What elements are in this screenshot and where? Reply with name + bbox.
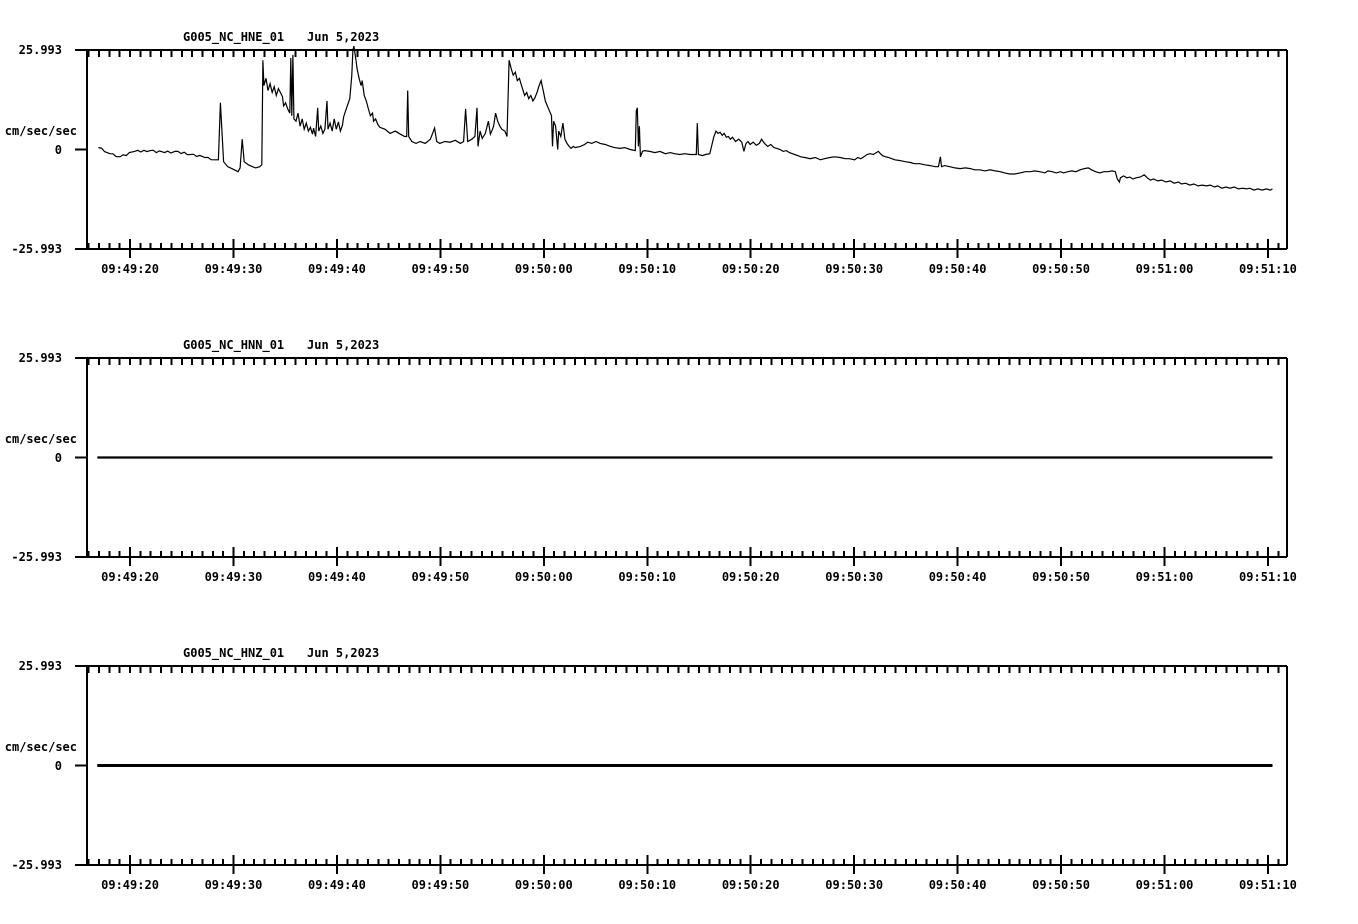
x-tick-label: 09:50:10: [618, 262, 677, 276]
x-tick-label: 09:50:20: [721, 570, 780, 584]
x-tick-label: 09:49:30: [204, 570, 263, 584]
x-tick-label: 09:51:00: [1135, 262, 1194, 276]
x-tick-label: 09:50:00: [514, 570, 573, 584]
y-axis-unit-label: cm/sec/sec: [4, 124, 77, 138]
x-tick-label: 09:50:30: [825, 570, 884, 584]
x-tick-label: 09:50:00: [514, 262, 573, 276]
y-axis-zero-label: 0: [54, 759, 62, 773]
waveform-plot-hne: [75, 45, 1288, 258]
x-tick-label: 09:50:50: [1032, 878, 1090, 892]
x-tick-label: 09:50:30: [825, 878, 884, 892]
y-axis-min-label: -25.993: [11, 858, 62, 872]
panel-title-station: G005_NC_HNZ_01: [183, 646, 285, 660]
y-axis-min-label: -25.993: [11, 242, 62, 256]
waveform-plot-hnz: [75, 665, 1288, 874]
x-tick-label: 09:49:20: [101, 570, 159, 584]
x-tick-label: 09:49:20: [101, 262, 159, 276]
x-tick-label: 09:49:50: [411, 570, 470, 584]
x-tick-label: 09:50:10: [618, 878, 677, 892]
y-axis-zero-label: 0: [54, 451, 62, 465]
y-axis-max-label: 25.993: [18, 351, 62, 365]
waveform-plot-hnn: [75, 357, 1288, 566]
y-axis-unit-label: cm/sec/sec: [4, 432, 77, 446]
y-axis-unit-label: cm/sec/sec: [4, 740, 77, 754]
x-tick-label: 09:51:00: [1135, 878, 1194, 892]
x-tick-label: 09:51:00: [1135, 570, 1194, 584]
x-tick-label: 09:49:40: [308, 878, 366, 892]
y-axis-min-label: -25.993: [11, 550, 62, 564]
y-axis-max-label: 25.993: [18, 43, 62, 57]
x-tick-label: 09:49:40: [308, 262, 366, 276]
x-tick-label: 09:51:10: [1239, 878, 1297, 892]
x-tick-label: 09:50:10: [618, 570, 677, 584]
panel-hnz: G005_NC_HNZ_01 Jun 5,2023 25.993 cm/sec/…: [0, 616, 1358, 924]
x-tick-label: 09:49:20: [101, 878, 159, 892]
panel-title-date: Jun 5,2023: [307, 338, 380, 352]
x-tick-label: 09:50:50: [1032, 262, 1090, 276]
x-tick-label: 09:49:30: [204, 262, 263, 276]
x-tick-label: 09:50:20: [721, 262, 780, 276]
x-tick-label: 09:50:40: [928, 878, 987, 892]
x-tick-label: 09:50:40: [928, 262, 987, 276]
panel-title-station: G005_NC_HNE_01: [183, 30, 285, 44]
x-tick-label: 09:49:30: [204, 878, 263, 892]
x-tick-label: 09:49:40: [308, 570, 366, 584]
x-tick-label: 09:50:00: [514, 878, 573, 892]
x-tick-label: 09:50:50: [1032, 570, 1090, 584]
panel-hne: G005_NC_HNE_01 Jun 5,2023 25.993 cm/sec/…: [0, 0, 1358, 308]
y-axis-max-label: 25.993: [18, 659, 62, 673]
panel-hnn: G005_NC_HNN_01 Jun 5,2023 25.993 cm/sec/…: [0, 308, 1358, 616]
x-tick-label: 09:51:10: [1239, 570, 1297, 584]
x-tick-label: 09:50:30: [825, 262, 884, 276]
x-tick-label: 09:49:50: [411, 262, 470, 276]
x-tick-label: 09:51:10: [1239, 262, 1297, 276]
x-tick-label: 09:50:40: [928, 570, 987, 584]
panel-title-date: Jun 5,2023: [307, 30, 380, 44]
panel-title-date: Jun 5,2023: [307, 646, 380, 660]
panel-title-station: G005_NC_HNN_01: [183, 338, 285, 352]
x-tick-label: 09:50:20: [721, 878, 780, 892]
x-tick-label: 09:49:50: [411, 878, 470, 892]
y-axis-zero-label: 0: [54, 143, 62, 157]
waveform-trace: [98, 45, 1273, 191]
